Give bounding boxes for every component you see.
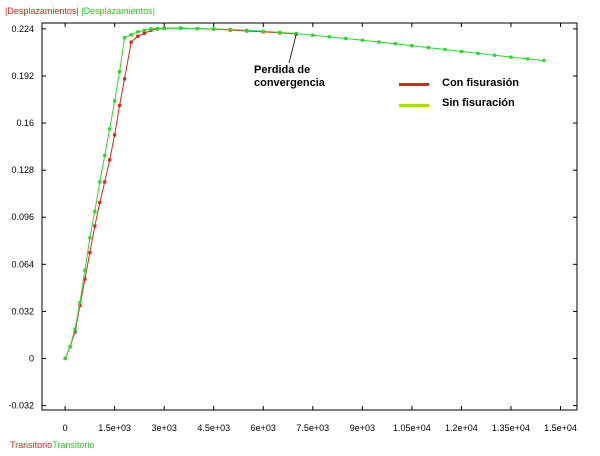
data-point-sin-fisuraci-n xyxy=(443,47,447,52)
y-axis-title-red: |Desplazamientos| xyxy=(5,6,79,16)
x-tick-label: 1.5e+03 xyxy=(98,423,131,433)
y-tick-label: 0.224 xyxy=(11,24,34,34)
data-point-sin-fisuraci-n xyxy=(294,31,298,36)
data-point-sin-fisuraci-n xyxy=(476,51,480,55)
data-point-sin-fisuraci-n xyxy=(509,55,513,59)
data-point-sin-fisuraci-n xyxy=(360,38,364,42)
annotation-label: Perdida de convergencia xyxy=(254,64,325,90)
data-point-sin-fisuraci-n xyxy=(136,30,140,34)
data-point-sin-fisuraci-n xyxy=(122,36,127,40)
data-point-sin-fisuraci-n xyxy=(118,69,122,74)
data-point-sin-fisuraci-n xyxy=(212,27,216,31)
x-tick-label: 9e+03 xyxy=(350,423,375,433)
y-tick-label: 0.192 xyxy=(11,71,34,81)
data-point-sin-fisuraci-n xyxy=(68,345,72,349)
x-axis-title-green: Transitorio xyxy=(52,440,95,450)
data-point-sin-fisuraci-n xyxy=(492,53,497,57)
data-point-sin-fisuraci-n xyxy=(149,27,153,31)
y-tick-label: 0 xyxy=(29,353,34,363)
data-point-sin-fisuraci-n xyxy=(155,26,160,31)
data-point-sin-fisuraci-n xyxy=(88,236,92,240)
x-tick-label: 1.05e+04 xyxy=(393,423,431,433)
data-point-con-fisurasi-n xyxy=(88,250,92,255)
data-point-sin-fisuraci-n xyxy=(278,30,282,35)
data-point-sin-fisuraci-n xyxy=(195,26,199,31)
x-tick-label: 1.2e+04 xyxy=(445,423,478,433)
data-point-sin-fisuraci-n xyxy=(393,42,397,46)
data-point-sin-fisuraci-n xyxy=(78,300,82,305)
data-point-con-fisurasi-n xyxy=(108,158,112,162)
legend-label-con-fisurasion: Con fisurasión xyxy=(442,77,520,89)
x-tick-label: 1.35e+04 xyxy=(492,423,530,433)
data-point-sin-fisuraci-n xyxy=(103,153,107,158)
x-tick-label: 7.5e+03 xyxy=(296,423,329,433)
y-tick-label: 0.064 xyxy=(11,259,34,269)
y-tick-label: 0.128 xyxy=(11,165,34,175)
data-point-sin-fisuraci-n xyxy=(245,28,249,32)
data-point-con-fisurasi-n xyxy=(113,133,117,137)
data-point-sin-fisuraci-n xyxy=(98,180,102,184)
data-point-sin-fisuraci-n xyxy=(228,27,232,32)
x-axis-title-red: Transitorio xyxy=(10,440,53,450)
data-point-sin-fisuraci-n xyxy=(162,26,166,30)
x-axis-title: TransitorioTransitorio xyxy=(10,440,94,450)
data-point-sin-fisuraci-n xyxy=(129,33,133,37)
y-tick-label: -0.032 xyxy=(8,401,34,411)
data-point-con-fisurasi-n xyxy=(129,40,133,44)
data-point-sin-fisuraci-n xyxy=(426,45,430,50)
data-point-sin-fisuraci-n xyxy=(459,49,464,53)
data-point-sin-fisuraci-n xyxy=(63,356,67,361)
data-point-sin-fisuraci-n xyxy=(377,40,381,44)
annotation-leader xyxy=(288,33,297,64)
data-point-sin-fisuraci-n xyxy=(327,35,331,39)
data-point-con-fisurasi-n xyxy=(78,303,82,308)
data-point-con-fisurasi-n xyxy=(73,330,77,334)
y-tick-label: 0.032 xyxy=(11,306,34,316)
data-point-sin-fisuraci-n xyxy=(113,99,117,103)
data-point-con-fisurasi-n xyxy=(136,34,140,38)
x-tick-label: 1.5e+04 xyxy=(544,423,577,433)
y-tick-label: 0.16 xyxy=(16,118,34,128)
data-point-con-fisurasi-n xyxy=(103,180,107,184)
data-point-sin-fisuraci-n xyxy=(93,209,97,213)
data-point-con-fisurasi-n xyxy=(93,224,97,228)
y-axis-title: |Desplazamientos| |Desplazamientos| xyxy=(5,6,155,16)
data-point-sin-fisuraci-n xyxy=(311,33,315,37)
x-tick-label: 6e+03 xyxy=(251,423,276,433)
data-point-sin-fisuraci-n xyxy=(108,127,112,131)
data-point-sin-fisuraci-n xyxy=(83,268,87,272)
data-point-sin-fisuraci-n xyxy=(73,327,77,331)
annotation-line-1: Perdida de xyxy=(254,64,311,76)
data-point-sin-fisuraci-n xyxy=(261,29,265,33)
data-point-sin-fisuraci-n xyxy=(410,44,414,48)
y-tick-label: 0.096 xyxy=(11,212,34,222)
data-point-con-fisurasi-n xyxy=(98,200,102,205)
series-line-sin-fisuraci-n xyxy=(64,27,545,359)
plot-frame xyxy=(41,22,578,411)
data-point-con-fisurasi-n xyxy=(118,103,122,108)
data-point-sin-fisuraci-n xyxy=(542,58,546,63)
data-point-con-fisurasi-n xyxy=(122,77,127,81)
x-tick-label: 4.5e+03 xyxy=(197,423,230,433)
data-point-con-fisurasi-n xyxy=(83,277,87,281)
y-axis-title-green: |Desplazamientos| xyxy=(81,6,155,16)
legend-swatch-sin-fisuracion xyxy=(399,104,429,107)
legend-label-sin-fisuracion: Sin fisuración xyxy=(442,97,515,109)
data-point-con-fisurasi-n xyxy=(142,31,146,35)
legend-swatch-con-fisurasion xyxy=(399,83,429,86)
data-point-sin-fisuraci-n xyxy=(142,28,146,32)
data-point-sin-fisuraci-n xyxy=(525,57,530,61)
data-point-sin-fisuraci-n xyxy=(179,26,183,30)
x-tick-label: 3e+03 xyxy=(152,423,177,433)
data-point-sin-fisuraci-n xyxy=(344,36,348,41)
annotation-line-2: convergencia xyxy=(254,77,325,89)
x-tick-label: 0 xyxy=(63,423,68,433)
